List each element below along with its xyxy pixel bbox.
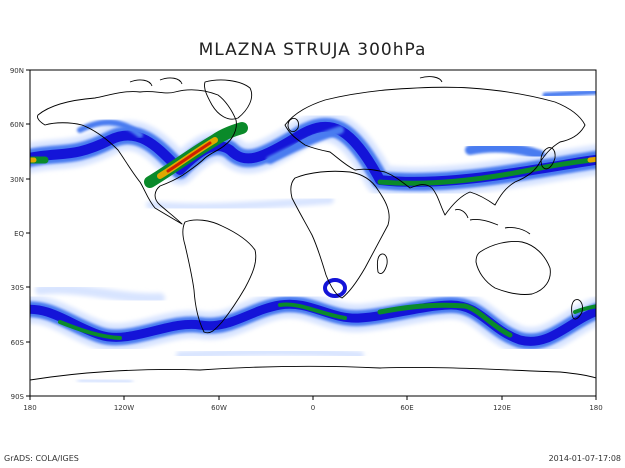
lat-axis: 90N 60N 30N EQ 30S 60S 90S <box>10 67 30 401</box>
lat-label-30n: 30N <box>10 176 24 184</box>
timestamp: 2014-01-07-17:08 <box>548 454 621 463</box>
map-title: MLAZNA STRUJA 300hPa <box>198 40 427 60</box>
lat-label-60n: 60N <box>10 121 24 129</box>
lon-label-60e: 60E <box>400 404 413 412</box>
lat-label-90n: 90N <box>10 67 24 75</box>
plot-area <box>30 76 596 385</box>
lat-label-eq: EQ <box>14 230 24 238</box>
lat-label-60s: 60S <box>11 339 25 347</box>
lat-label-30s: 30S <box>11 284 25 292</box>
lon-label-180w: 180 <box>23 404 36 412</box>
lon-label-0: 0 <box>311 404 315 412</box>
lon-axis: 180 120W 60W 0 60E 120E 180 <box>23 396 603 412</box>
lon-label-60w: 60W <box>211 404 227 412</box>
jet-band-north <box>30 111 596 212</box>
lon-label-180e: 180 <box>589 404 602 412</box>
jet-band-south <box>30 278 596 359</box>
lon-label-120w: 120W <box>114 404 134 412</box>
jet-fragments <box>30 89 596 385</box>
coastlines <box>30 76 596 381</box>
grads-credit: GrADS: COLA/IGES <box>4 454 79 463</box>
lon-label-120e: 120E <box>493 404 511 412</box>
lat-label-90s: 90S <box>11 393 25 401</box>
